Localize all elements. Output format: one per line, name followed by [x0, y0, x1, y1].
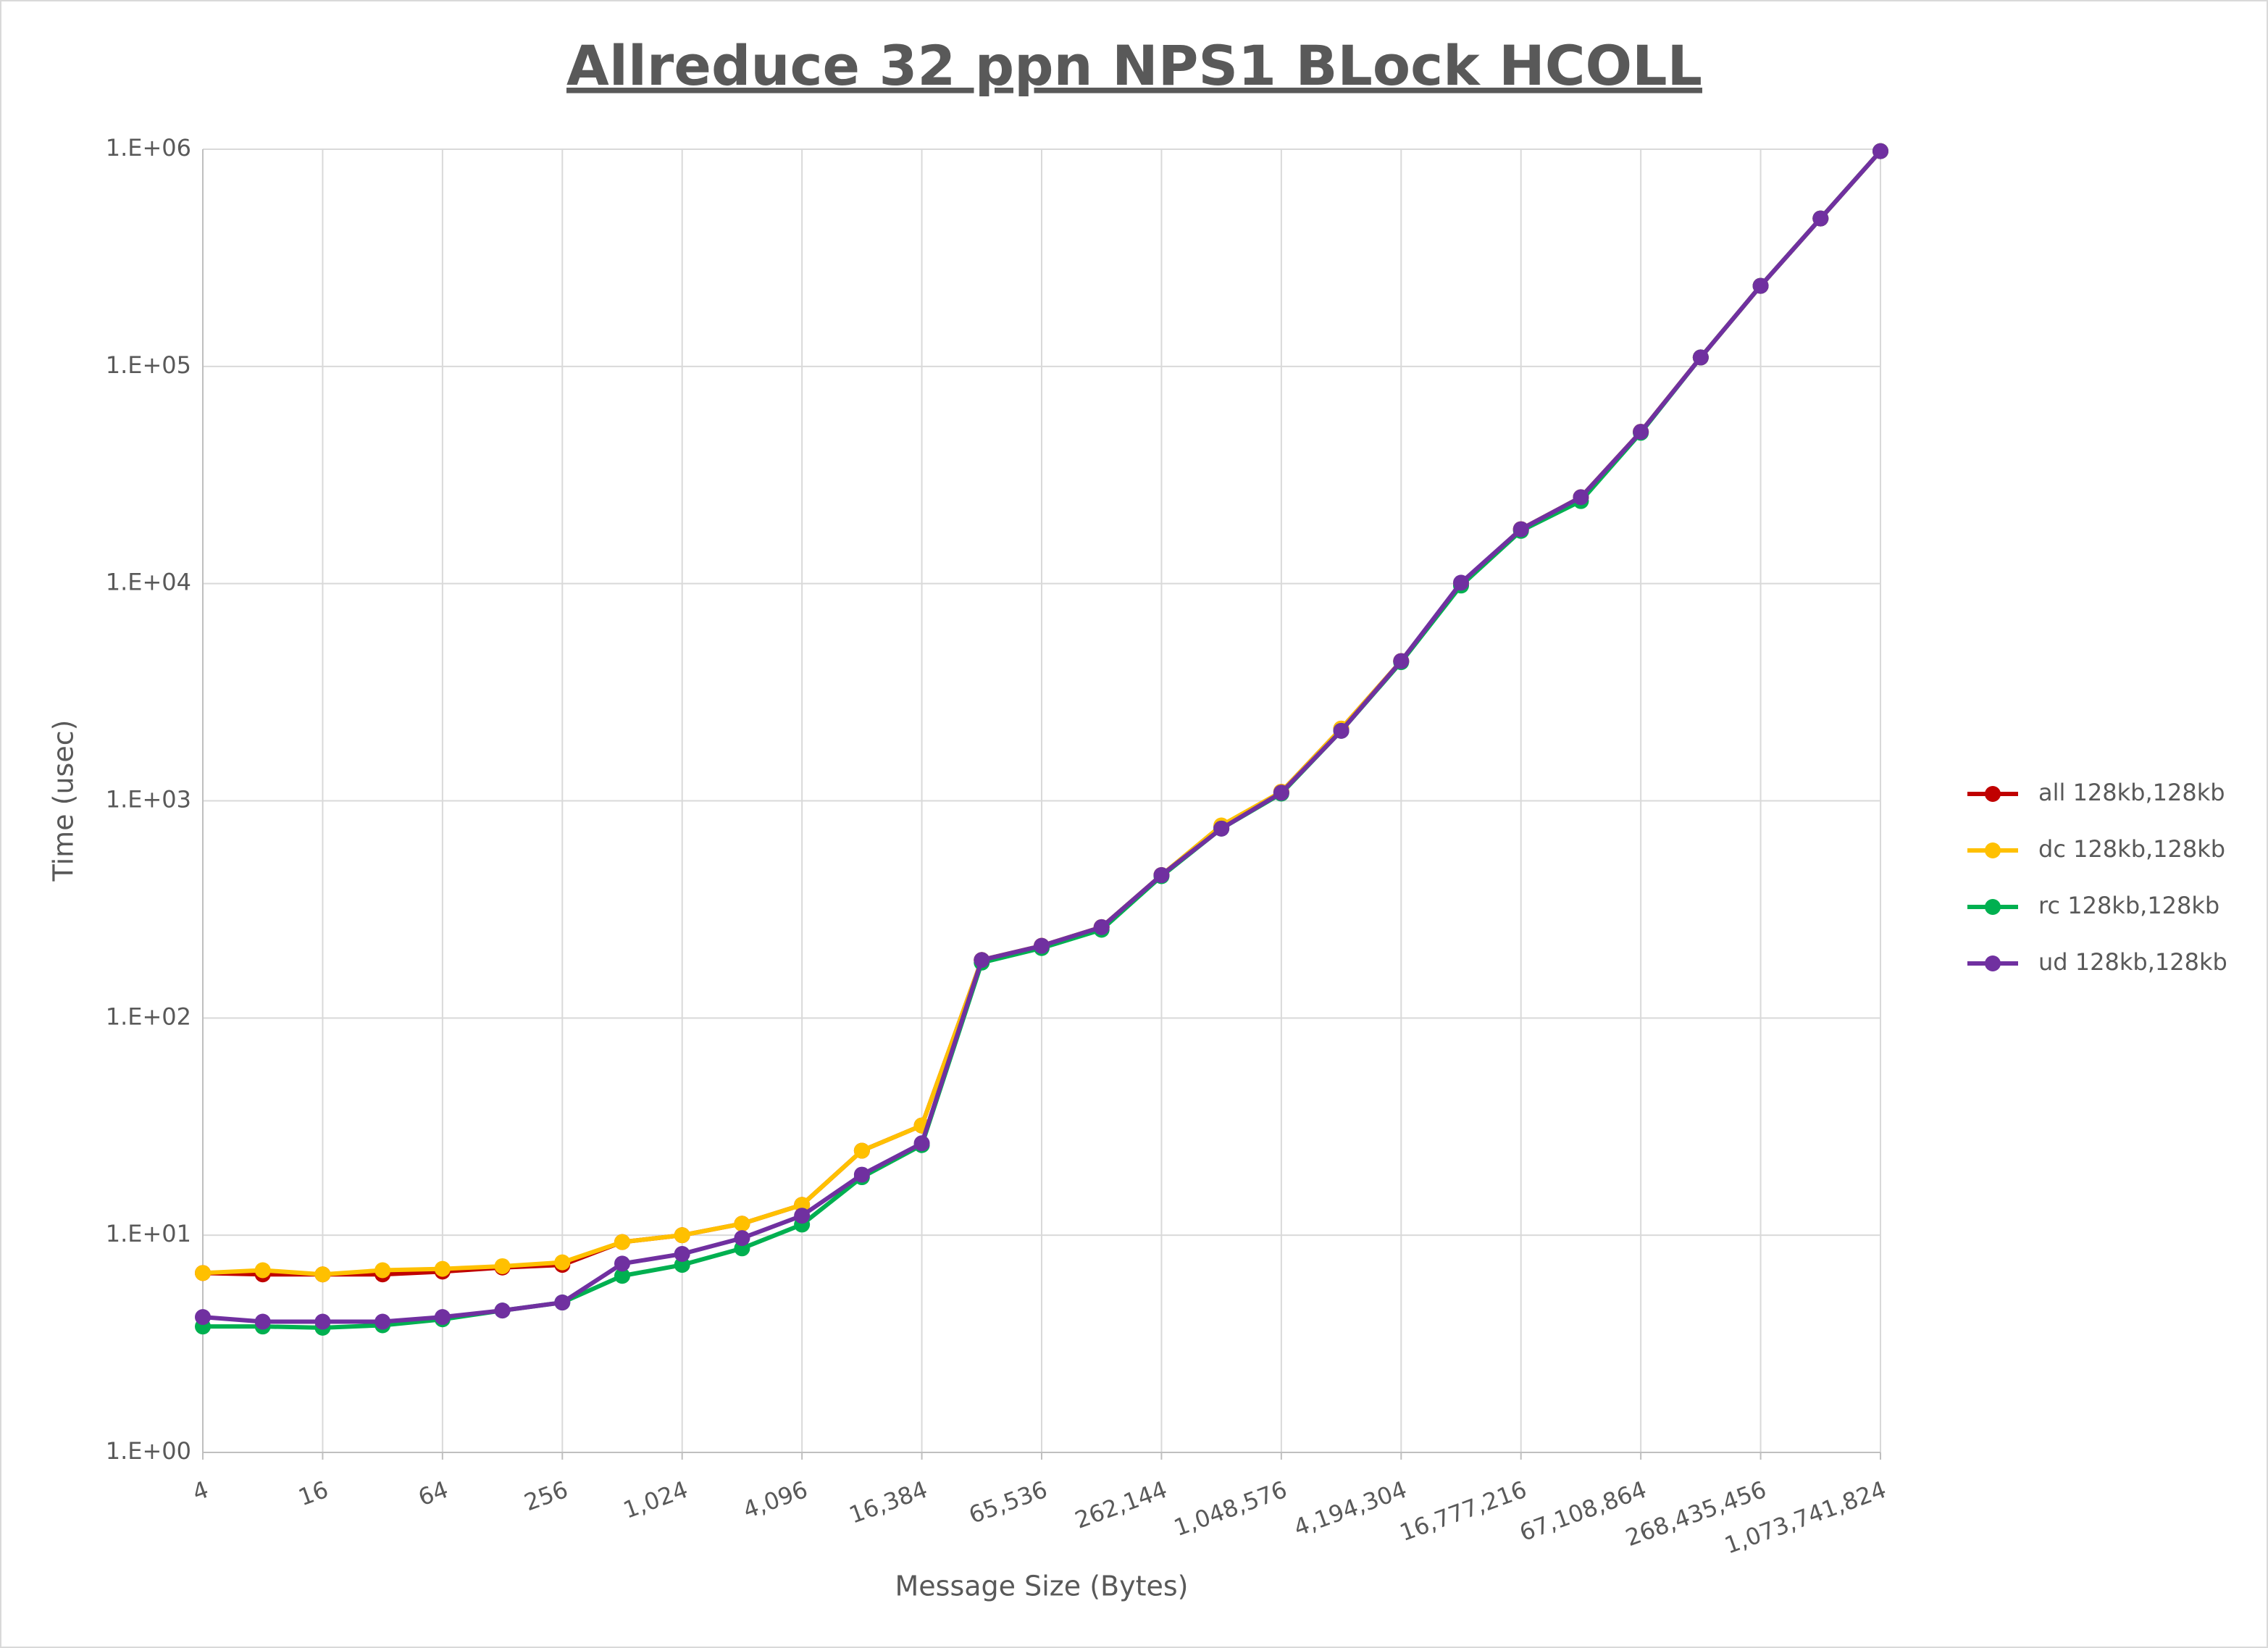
data-point — [1393, 653, 1410, 669]
data-point — [674, 1227, 690, 1244]
data-point — [1573, 489, 1589, 506]
data-point — [614, 1268, 630, 1284]
data-point — [674, 1246, 690, 1263]
legend-marker — [1985, 786, 2001, 802]
legend-label: rc 128kb,128kb — [2038, 892, 2219, 919]
data-point — [195, 1309, 211, 1326]
data-point — [734, 1216, 750, 1232]
data-point — [314, 1266, 331, 1283]
y-axis-title: Time (usec) — [48, 720, 80, 882]
data-point — [374, 1313, 391, 1330]
data-point — [614, 1234, 630, 1250]
data-point — [254, 1313, 271, 1330]
data-point — [853, 1142, 870, 1159]
data-point — [1453, 574, 1469, 591]
y-tick-label: 1.E+03 — [106, 786, 191, 813]
legend-marker — [1985, 899, 2001, 915]
data-point — [1093, 919, 1110, 935]
data-point — [494, 1258, 511, 1274]
x-axis-title: Message Size (Bytes) — [895, 1570, 1189, 1602]
data-point — [1633, 424, 1649, 440]
data-point — [494, 1302, 511, 1319]
data-point — [1333, 722, 1349, 739]
data-point — [1153, 867, 1170, 884]
y-tick-label: 1.E+02 — [106, 1003, 191, 1030]
legend-marker — [1985, 955, 2001, 971]
data-point — [913, 1135, 930, 1152]
legend-label: ud 128kb,128kb — [2038, 948, 2227, 976]
data-point — [974, 952, 990, 969]
data-point — [1512, 521, 1529, 538]
data-point — [734, 1230, 750, 1247]
data-point — [554, 1294, 571, 1311]
data-point — [195, 1265, 211, 1281]
y-tick-label: 1.E+05 — [106, 351, 191, 379]
data-point — [254, 1262, 271, 1279]
data-point — [1034, 937, 1050, 954]
chart-title: Allreduce 32 ppn NPS1 BLock HCOLL — [566, 33, 1702, 98]
data-point — [1213, 820, 1230, 837]
data-point — [1273, 785, 1289, 801]
data-point — [1692, 349, 1709, 366]
data-point — [554, 1254, 571, 1271]
data-point — [1752, 277, 1769, 294]
data-point — [1812, 210, 1829, 227]
data-point — [853, 1166, 870, 1183]
data-point — [614, 1255, 630, 1272]
legend-label: dc 128kb,128kb — [2038, 835, 2225, 863]
y-tick-label: 1.E+04 — [106, 569, 191, 596]
y-tick-label: 1.E+01 — [106, 1220, 191, 1247]
legend-marker — [1985, 842, 2001, 858]
data-point — [434, 1309, 451, 1326]
y-tick-label: 1.E+06 — [106, 134, 191, 162]
data-point — [434, 1260, 451, 1277]
data-point — [794, 1208, 811, 1224]
legend-label: all 128kb,128kb — [2038, 779, 2225, 806]
data-point — [374, 1262, 391, 1279]
data-point — [674, 1257, 690, 1273]
data-point — [1872, 143, 1888, 159]
y-tick-label: 1.E+00 — [106, 1437, 191, 1465]
data-point — [314, 1313, 331, 1330]
